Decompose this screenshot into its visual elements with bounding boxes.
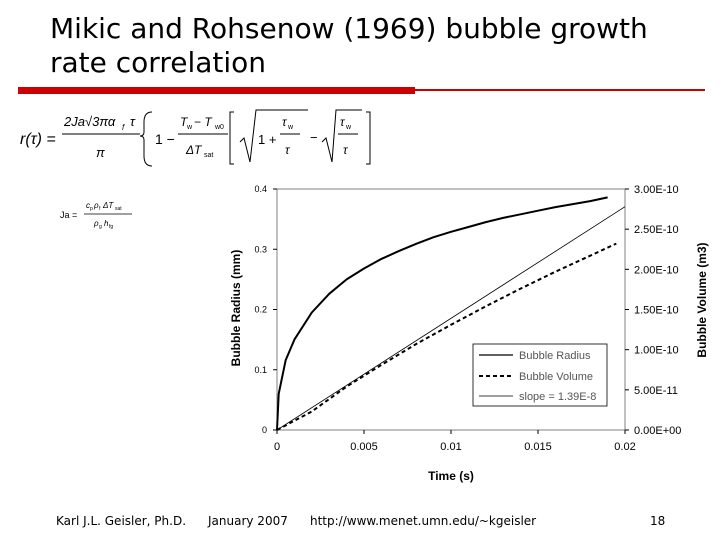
svg-text:1 +: 1 + [258,132,276,147]
y2-tick-label: 5.00E-11 [634,385,678,397]
svg-text:2Ja√3πα: 2Ja√3πα [63,114,116,129]
svg-text:f: f [99,206,101,212]
legend-label-slope: slope = 1.39E-8 [519,391,596,403]
series-slope-line [276,206,626,431]
svg-text:sat: sat [115,206,122,212]
x-tick-label: 0.02 [614,441,635,453]
legend: Bubble Radius Bubble Volume slope = 1.39… [472,343,608,407]
svg-text:τ: τ [343,143,349,157]
svg-text:−: − [310,130,318,145]
svg-text:sat: sat [204,152,213,159]
footer-page-number: 18 [650,514,666,528]
x-tick-label: 0.005 [350,441,378,453]
svg-text:w0: w0 [214,124,224,131]
y-tick-label: 0.4 [254,184,267,194]
y2-tick-label: 1.00E-10 [634,345,679,357]
svg-text:w: w [186,124,193,131]
y2-tick-label: 2.00E-10 [634,264,679,276]
y2-tick-label: 0.00E+00 [634,425,681,437]
y-tick-label: 0 [262,425,267,435]
title-accent-line [415,89,705,91]
x-axis-label: Time (s) [428,469,474,483]
legend-label-volume: Bubble Volume [519,371,593,383]
svg-text:f: f [122,123,125,132]
svg-text:− T: − T [194,115,213,129]
y-tick-label: 0.2 [254,305,267,315]
y2-axis-label-text: Bubble Volume (m3) [695,242,709,357]
mikic-rohsenow-equation: r(τ) = 2Ja√3πα f τ π 1 − T w − T w0 ΔT s… [20,109,371,167]
x-tick-label: 0.01 [440,441,461,453]
svg-text:T: T [180,115,189,129]
y-axis-label: Bubble Radius (mm) [229,250,243,367]
jakob-number-equation: Ja = c p ρ f ΔT sat ρ g h fg [60,201,132,230]
y2-tick-label: 3.00E-10 [634,184,679,196]
legend-label-radius: Bubble Radius [519,350,591,362]
series-bubble-radius [276,196,608,431]
svg-text:fg: fg [109,224,113,230]
footer-author: Karl J.L. Geisler, Ph.D. [56,514,187,528]
svg-text:τ: τ [282,115,288,129]
y2-axis-label: Bubble Volume (m3) [695,242,709,357]
svg-text:r(τ) =: r(τ) = [20,131,56,148]
y-tick-label: 0.1 [254,365,267,375]
svg-text:ΔT: ΔT [185,143,203,157]
svg-text:g: g [99,224,102,230]
bubble-growth-chart: 0 0.1 0.2 0.3 0.4 0.00E+00 5.00E-11 1.00E-10 1.… [229,184,709,483]
title-accent-bar [18,87,415,94]
svg-text:h: h [104,219,109,228]
svg-text:ΔT: ΔT [102,201,114,210]
series-bubble-volume [276,242,617,431]
svg-text:Ja =: Ja = [60,210,77,220]
svg-text:τ: τ [285,143,291,157]
svg-text:τ: τ [130,114,136,129]
svg-text:ρ: ρ [93,219,99,228]
svg-text:π: π [96,145,105,160]
svg-text:w: w [287,124,294,131]
slide-title: Mikic and Rohsenow (1969) bubble growth … [50,12,648,79]
footer-url[interactable]: http://www.menet.umn.edu/~kgeisler [310,514,537,528]
footer-date: January 2007 [208,514,288,528]
svg-text:ρ: ρ [93,201,99,210]
svg-text:w: w [345,124,352,131]
svg-text:1 −: 1 − [155,131,175,147]
svg-text:τ: τ [340,115,346,129]
x-tick-label: 0.015 [524,441,552,453]
svg-text:c: c [86,201,90,210]
y-tick-label: 0.3 [254,244,267,254]
svg-text:p: p [90,206,93,212]
y2-tick-label: 1.50E-10 [634,305,679,317]
y2-tick-label: 2.50E-10 [634,224,679,236]
x-tick-label: 0 [274,441,280,453]
